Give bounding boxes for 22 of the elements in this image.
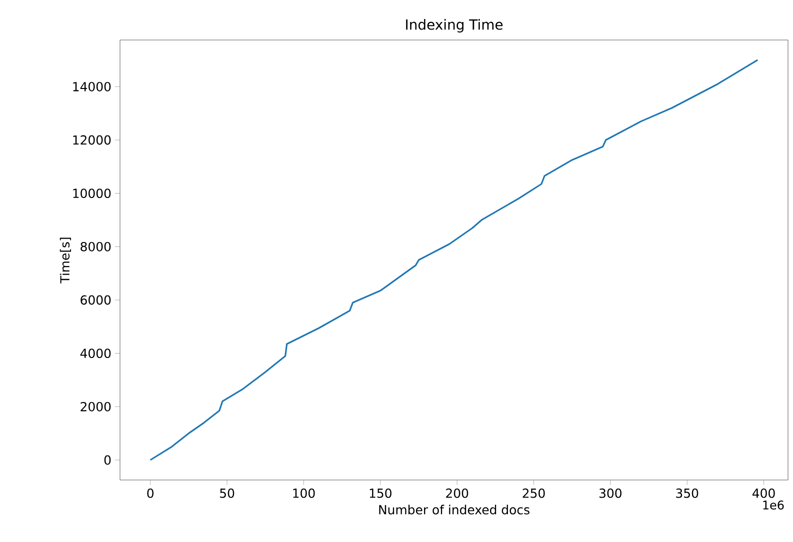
x-tick-label: 50: [220, 488, 234, 498]
y-tick-label: 12000: [73, 135, 111, 145]
line-series: [150, 59, 758, 461]
y-tick-label: 10000: [73, 188, 111, 198]
y-axis-title: Time[s]: [60, 238, 72, 284]
x-tick-label: 300: [599, 488, 622, 498]
x-axis-title: Number of indexed docs: [379, 504, 530, 514]
x-tick-label: 350: [676, 488, 698, 498]
x-tick-label: 0: [147, 488, 154, 498]
y-tick-label: 6000: [80, 295, 111, 305]
x-tick-label: 150: [370, 488, 392, 498]
y-tick-label: 4000: [80, 348, 111, 358]
x-tick-label: 250: [522, 488, 545, 498]
y-tick-label: 2000: [80, 402, 111, 412]
y-tick-label: 14000: [73, 82, 111, 92]
y-tick-label: 8000: [80, 242, 111, 252]
x-tick-label: 400: [752, 488, 775, 498]
chart-title: Indexing Time: [406, 19, 503, 32]
y-tick-label: 0: [104, 455, 111, 465]
text: 1e6: [763, 500, 784, 510]
x-tick-label: 200: [446, 488, 468, 498]
x-tick-label: 100: [293, 488, 315, 498]
